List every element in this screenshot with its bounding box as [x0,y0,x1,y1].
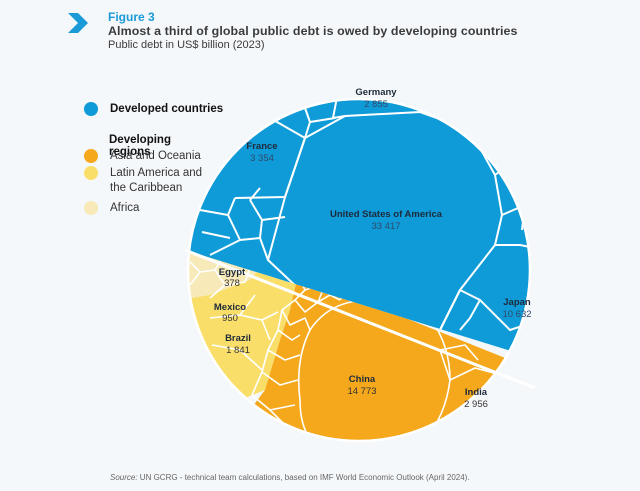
label-france-value: 3 354 [250,153,274,164]
label-japan-name: Japan [503,297,531,308]
legend-swatch-developed [84,102,98,116]
label-usa-name: United States of America [330,209,443,220]
chart-subtitle: Public debt in US$ billion (2023) [108,39,265,51]
label-germany-value: 2 855 [364,99,388,110]
chart-title: Almost a third of global public debt is … [108,24,518,38]
legend-swatch-asia [84,149,98,163]
legend-label-developed: Developed countries [110,103,224,115]
legend-label-asia: Asia and Oceania [110,150,201,162]
label-india-value: 2 956 [464,399,488,410]
label-china-name: China [349,374,376,385]
legend-item-latin-america: Latin America and the Caribbean [84,166,202,196]
legend-label-africa: Africa [110,202,140,214]
label-mexico-name: Mexico [214,302,246,313]
label-india-name: India [465,387,488,398]
label-japan-value: 10 632 [502,309,531,320]
label-brazil-value: 1 841 [226,345,250,356]
label-egypt-value: 378 [224,278,240,289]
chevron-right-icon [68,13,88,33]
source-note: Source: UN GCRG - technical team calcula… [110,473,470,482]
outer-circle [186,97,532,443]
label-germany-name: Germany [355,87,397,98]
legend-swatch-africa [84,201,98,215]
figure-label: Figure 3 [108,10,155,24]
cell-brazil-border [209,294,279,371]
label-egypt-name: Egypt [219,267,246,278]
legend-item-africa: Africa [84,201,139,216]
legend-label-latin-america-line2: the Caribbean [110,182,183,194]
label-china-value: 14 773 [347,386,376,397]
legend-item-developed: Developed countries [84,102,223,117]
source-text: UN GCRG - technical team calculations, b… [137,473,470,482]
legend-heading-developing: Developing regions [109,134,171,158]
label-mexico-value: 950 [222,313,238,324]
label-brazil-name: Brazil [225,333,251,344]
label-usa-value: 33 417 [371,221,400,232]
legend-swatch-latin-america [84,166,98,180]
label-france-name: France [246,141,277,152]
legend-label-latin-america-line1: Latin America and [110,167,203,179]
cell-mesh-africa [189,257,251,299]
cell-labels: Germany 2 855 France 3 354 United States… [214,87,532,410]
developed-developing-divider [184,248,536,390]
legend-item-asia: Asia and Oceania [84,149,201,164]
source-prefix: Source: [110,473,138,482]
